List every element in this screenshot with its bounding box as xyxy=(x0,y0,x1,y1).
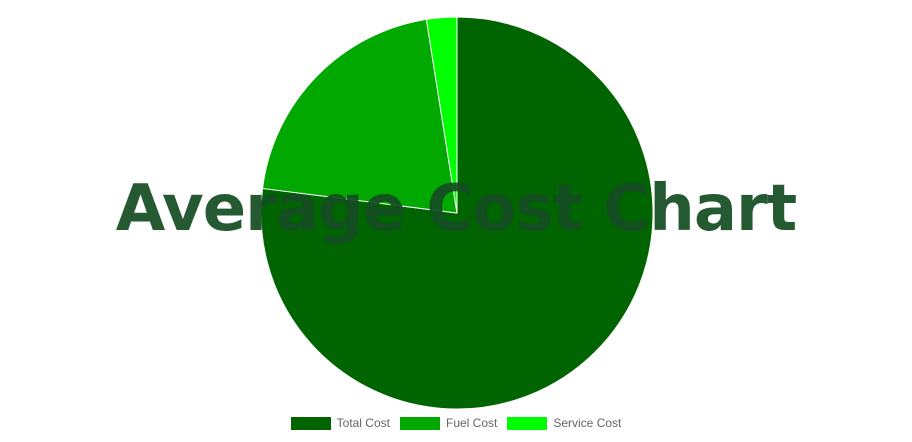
legend: Total Cost Fuel Cost Service Cost xyxy=(0,416,912,430)
legend-item-service-cost[interactable]: Service Cost xyxy=(507,416,621,430)
legend-item-fuel-cost[interactable]: Fuel Cost xyxy=(399,416,498,430)
legend-label-total-cost: Total Cost xyxy=(336,416,390,430)
pie-slice-service-cost[interactable] xyxy=(425,16,458,214)
pie-slice-total-cost[interactable] xyxy=(260,16,654,410)
legend-item-total-cost[interactable]: Total Cost xyxy=(290,416,390,430)
legend-label-service-cost: Service Cost xyxy=(553,416,622,430)
legend-label-fuel-cost: Fuel Cost xyxy=(445,416,498,430)
legend-swatch-service-cost xyxy=(507,416,548,430)
legend-swatch-total-cost xyxy=(290,416,331,430)
legend-swatch-fuel-cost xyxy=(399,416,440,430)
pie-slice-fuel-cost[interactable] xyxy=(261,18,458,214)
